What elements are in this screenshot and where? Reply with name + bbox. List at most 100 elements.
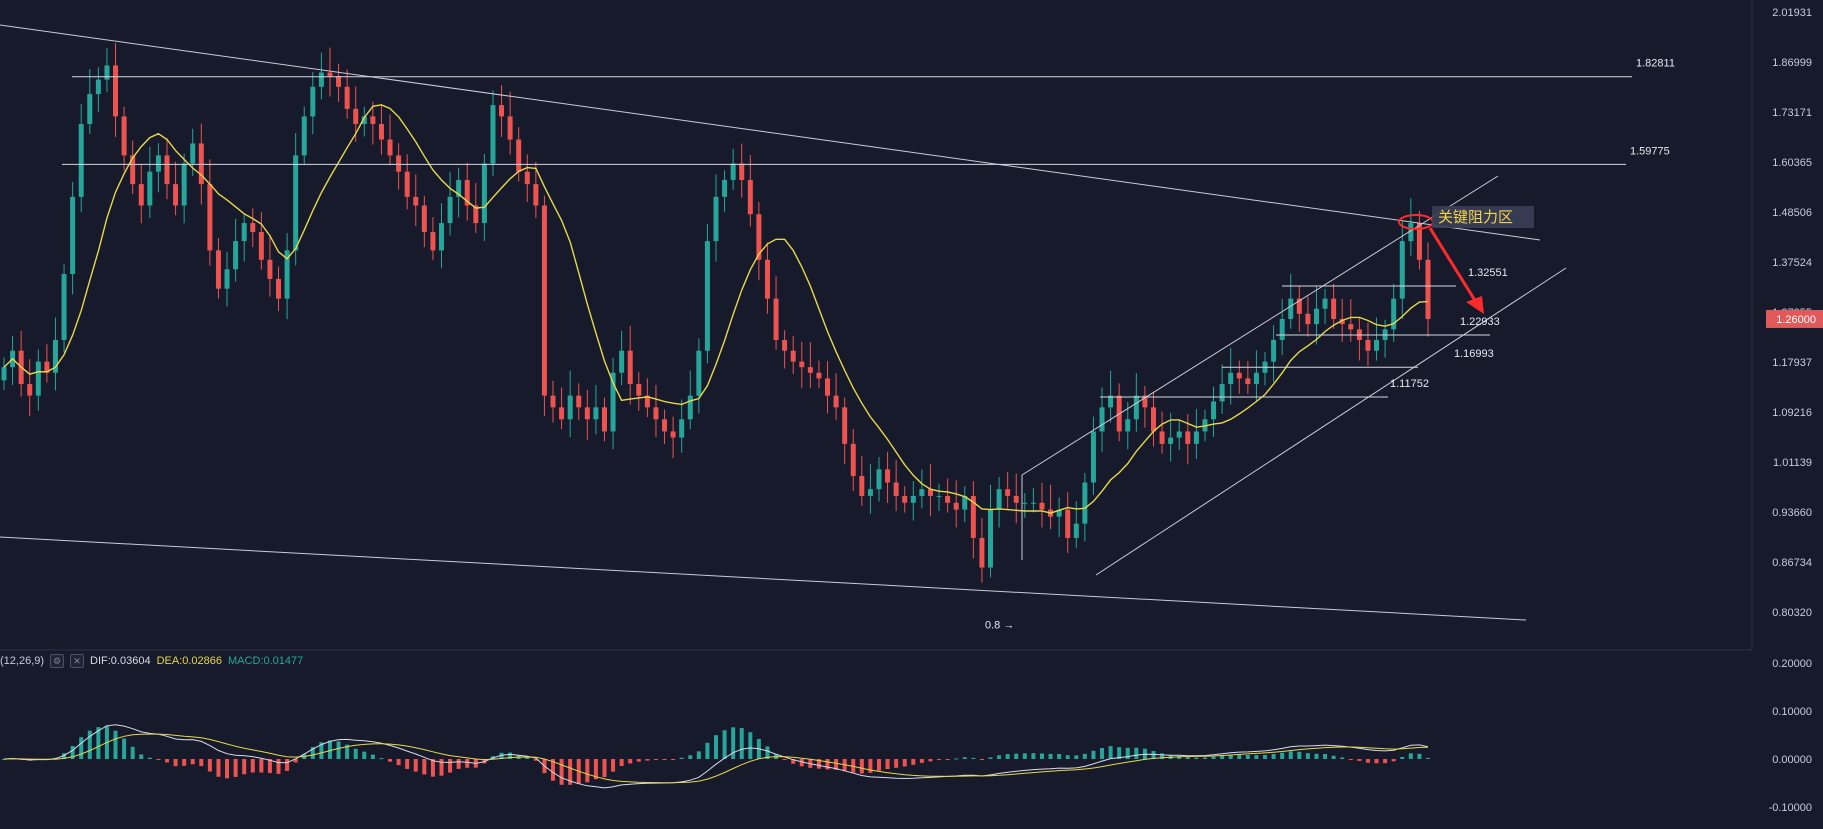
macd-histogram-bar bbox=[225, 759, 230, 779]
candle-body bbox=[267, 259, 273, 279]
candle-body bbox=[739, 163, 745, 180]
macd-histogram-bar bbox=[714, 735, 718, 759]
candle-body bbox=[490, 105, 496, 164]
macd-histogram-bar bbox=[379, 758, 384, 760]
macd-histogram-bar bbox=[1134, 747, 1139, 759]
candle-body bbox=[1348, 324, 1354, 330]
candle-body bbox=[696, 350, 702, 396]
price-tick-label: 0.86734 bbox=[1772, 557, 1812, 569]
trendlines bbox=[0, 24, 1567, 621]
macd-histogram-bar bbox=[1400, 756, 1405, 759]
macd-histogram-bar bbox=[782, 759, 787, 760]
candle-body bbox=[1288, 298, 1294, 319]
candle-body bbox=[979, 537, 985, 568]
candle-body bbox=[155, 155, 161, 172]
macd-tick-label: 0.00000 bbox=[1772, 754, 1812, 766]
macd-histogram-bar bbox=[1340, 757, 1345, 759]
macd-histogram-bar bbox=[207, 759, 212, 772]
macd-histogram-bar bbox=[293, 759, 298, 763]
macd-histogram-bar bbox=[1280, 752, 1285, 759]
macd-histogram-bar bbox=[937, 759, 942, 761]
candle-body bbox=[1030, 502, 1036, 504]
macd-histogram-bar bbox=[1305, 753, 1310, 759]
candle-body bbox=[61, 274, 67, 340]
candle-body bbox=[233, 241, 239, 270]
candle-body bbox=[481, 163, 487, 224]
macd-histogram-bar bbox=[1228, 754, 1233, 759]
macd-histogram-bar bbox=[559, 759, 564, 785]
macd-histogram-bar bbox=[533, 759, 538, 761]
macd-histogram-bar bbox=[1151, 750, 1156, 759]
candle-body bbox=[782, 339, 788, 351]
candle-body bbox=[550, 395, 556, 408]
macd-histogram-bar bbox=[876, 759, 881, 771]
macd-histogram-bar bbox=[1211, 756, 1216, 759]
macd-histogram-bar bbox=[731, 727, 736, 759]
candle-body bbox=[902, 495, 908, 503]
close-icon[interactable]: ✕ bbox=[70, 654, 85, 668]
candle-body bbox=[1408, 223, 1414, 242]
settings-icon[interactable]: ⚙ bbox=[50, 654, 65, 668]
macd-histogram-bar bbox=[439, 759, 444, 776]
candle-body bbox=[1185, 431, 1191, 444]
macd-histogram-bar bbox=[902, 759, 907, 767]
macd-histogram-bar bbox=[1426, 757, 1430, 759]
candle-body bbox=[1365, 339, 1371, 351]
macd-histogram-bar bbox=[748, 732, 753, 759]
candle-body bbox=[35, 361, 41, 396]
macd-histogram-bar bbox=[645, 759, 650, 761]
macd-histogram-bar bbox=[1202, 757, 1207, 759]
candle-body bbox=[1219, 384, 1225, 402]
macd-histogram-bar bbox=[190, 759, 195, 765]
candle-body bbox=[173, 184, 179, 206]
candle-body bbox=[447, 196, 453, 224]
macd-histogram-bar bbox=[405, 759, 410, 769]
candle-body bbox=[1013, 495, 1019, 503]
macd-histogram-bar bbox=[1048, 753, 1053, 759]
price-tick-label: 1.37524 bbox=[1772, 257, 1812, 269]
candle-body bbox=[627, 350, 633, 385]
macd-histogram-bar bbox=[1117, 747, 1122, 759]
macd-histogram-bar bbox=[508, 752, 513, 759]
macd-histogram-bar bbox=[1314, 753, 1319, 759]
macd-histogram-bar bbox=[722, 730, 727, 759]
macd-histogram-bar bbox=[362, 751, 367, 759]
macd-histogram-bar bbox=[1297, 751, 1302, 759]
macd-histogram-bar bbox=[310, 747, 315, 759]
macd-histogram-bar bbox=[911, 759, 916, 765]
macd-tick-label: -0.10000 bbox=[1769, 802, 1812, 814]
macd-histogram-bar bbox=[96, 727, 101, 759]
price-tick-label: 1.17937 bbox=[1772, 357, 1812, 369]
macd-histogram-bar bbox=[113, 730, 118, 759]
macd-histogram-bar bbox=[1005, 754, 1010, 759]
macd-histogram-bar bbox=[1237, 754, 1242, 759]
price-tick-label: 1.60365 bbox=[1772, 157, 1812, 169]
macd-histogram-bar bbox=[62, 753, 67, 759]
candle-body bbox=[1253, 372, 1259, 385]
candle-body bbox=[370, 116, 376, 125]
candle-body bbox=[670, 431, 676, 438]
candle-body bbox=[164, 155, 170, 185]
candle-body bbox=[507, 116, 513, 140]
macd-histogram-bar bbox=[628, 759, 633, 764]
macd-histogram-bar bbox=[1022, 753, 1027, 759]
macd-histogram-bar bbox=[259, 759, 264, 773]
candle-body bbox=[1236, 372, 1242, 379]
annotations: 0.8 → 关键阻力区 bbox=[985, 206, 1534, 632]
candle-body bbox=[970, 495, 976, 538]
candle-body bbox=[327, 72, 333, 77]
candle-body bbox=[113, 65, 119, 117]
candle-body bbox=[816, 372, 822, 379]
candle-body bbox=[1211, 401, 1217, 420]
macd-panel: 0.20000 0.10000 0.00000 -0.10000 bbox=[0, 649, 1812, 814]
candle-body bbox=[224, 269, 230, 289]
macd-histogram-bar bbox=[430, 759, 435, 777]
candle-body bbox=[764, 259, 770, 299]
price-tick-label: 1.48506 bbox=[1772, 207, 1812, 219]
candle-body bbox=[662, 419, 668, 432]
macd-hist-value: MACD:0.01477 bbox=[228, 655, 304, 667]
candle-body bbox=[396, 155, 402, 172]
candle-body bbox=[293, 155, 299, 251]
